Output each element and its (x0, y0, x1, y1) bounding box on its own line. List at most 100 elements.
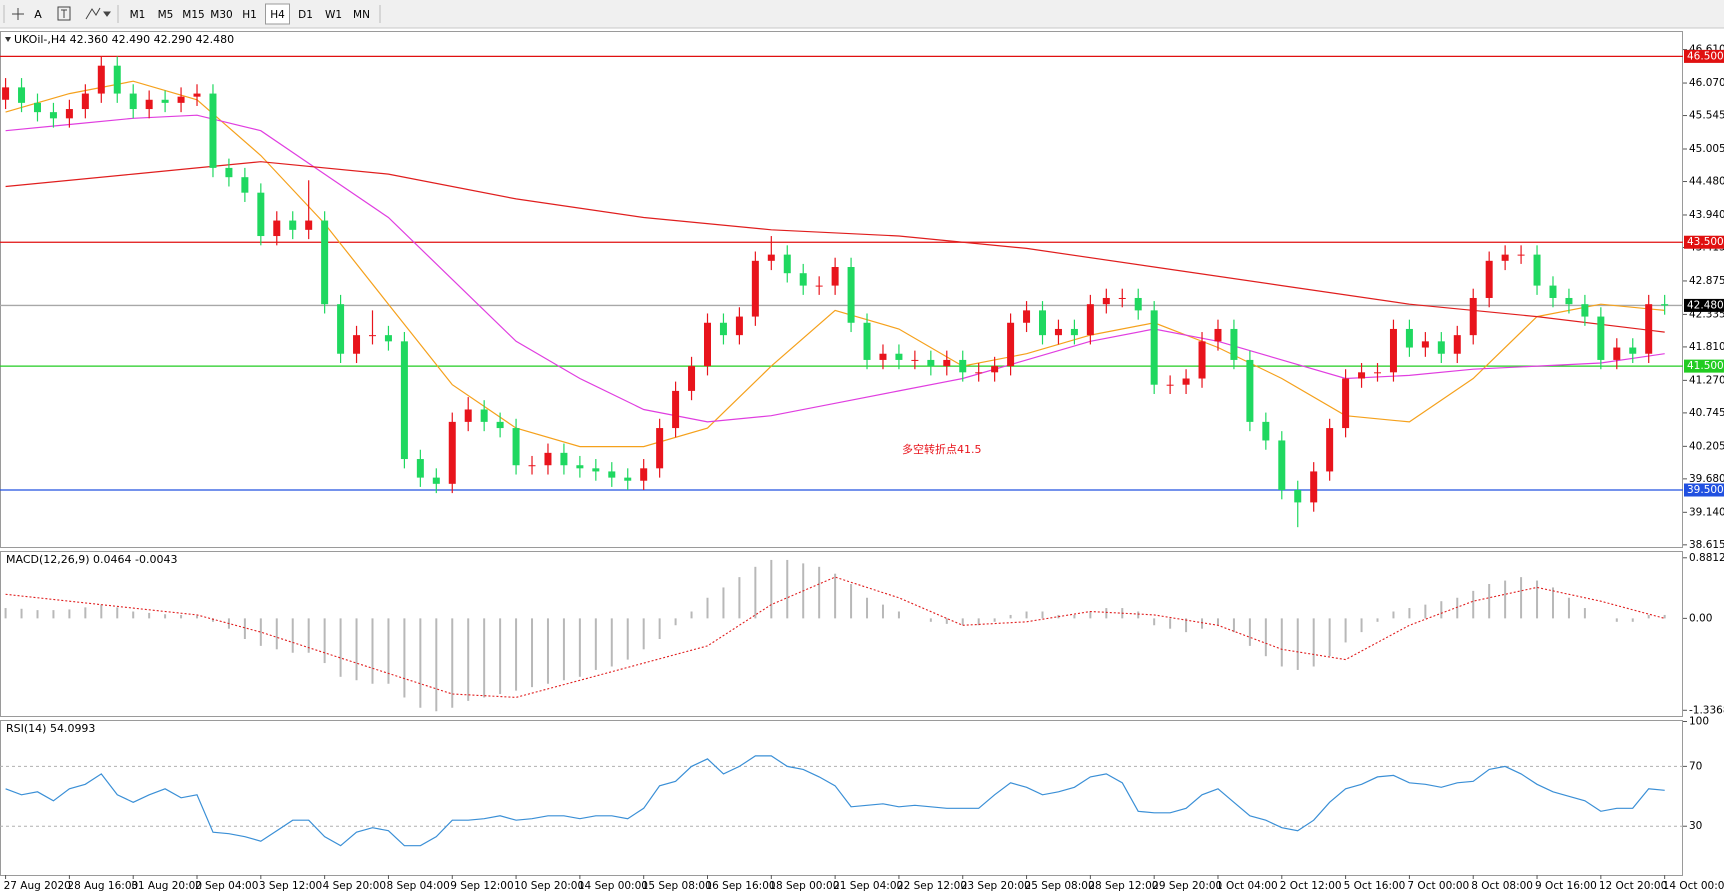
candle-body (1230, 328, 1238, 360)
level-label-box (1684, 298, 1724, 312)
level-label: 41.500 (1687, 360, 1724, 372)
candle-body (321, 220, 329, 305)
candle-body (1358, 372, 1366, 379)
candle-body (895, 353, 903, 360)
candle-body (241, 177, 249, 193)
candle-body (209, 93, 217, 168)
x-tick-label: 2 Oct 12:00 (1280, 880, 1342, 892)
active-timeframe[interactable] (265, 3, 290, 25)
candle-body (129, 93, 137, 110)
level-label-box (1684, 235, 1724, 249)
panel-frame (0, 720, 1683, 876)
x-tick-label: 9 Sep 12:00 (450, 880, 513, 892)
y-tick-label: 39.680 (1689, 473, 1724, 485)
candle-body (337, 304, 345, 354)
x-tick-label: 1 Oct 04:00 (1216, 880, 1278, 892)
rsi-line (5, 755, 1665, 847)
text-label-icon[interactable] (57, 6, 71, 21)
y-tick-label: 43.940 (1689, 209, 1724, 221)
candle-body (1214, 328, 1222, 342)
candle-body (688, 366, 696, 391)
level-label: 46.500 (1687, 50, 1724, 62)
candle-body (177, 96, 185, 103)
candle-body (113, 65, 121, 94)
timeframe-button[interactable]: M5 (158, 9, 174, 21)
candle-body (624, 477, 632, 481)
x-tick-label: 8 Sep 04:00 (386, 880, 449, 892)
timeframe-button[interactable]: H1 (242, 9, 257, 21)
objects-icon[interactable] (85, 7, 101, 20)
candle-body (1023, 310, 1031, 323)
x-tick-label: 21 Sep 04:00 (833, 880, 903, 892)
timeframe-button[interactable]: W1 (325, 9, 342, 21)
candle-body (1485, 260, 1493, 298)
dropdown-arrow[interactable] (103, 11, 111, 17)
x-tick-label: 28 Sep 12:00 (1088, 880, 1158, 892)
candle-body (1517, 254, 1525, 256)
text-tool[interactable]: A (34, 8, 42, 21)
candle-body (576, 465, 584, 469)
timeframe-button[interactable]: H4 (270, 9, 285, 21)
candle-body (608, 471, 616, 478)
candle-body (496, 421, 504, 429)
panel-frame (0, 31, 1683, 548)
x-tick-label: 5 Oct 16:00 (1344, 880, 1406, 892)
candle-body (1086, 304, 1094, 336)
candle-body (1166, 384, 1174, 386)
timeframe-button[interactable]: MN (353, 9, 370, 21)
y-tick-label: 41.270 (1689, 374, 1724, 386)
candle-body (1198, 341, 1206, 379)
level-label-box (1684, 483, 1724, 497)
candle-body (1645, 304, 1653, 354)
timeframe-button[interactable]: M1 (130, 9, 146, 21)
y-tick-label: 45.545 (1689, 110, 1724, 122)
candle-body (1054, 328, 1062, 336)
candle-body (911, 359, 919, 361)
candle-body (1549, 285, 1557, 298)
candle-body (464, 409, 472, 422)
candle-body (1581, 304, 1589, 317)
candle-body (400, 341, 408, 460)
candle-body (703, 322, 711, 367)
candle-body (783, 254, 791, 274)
candle-body (33, 102, 41, 113)
panel-title: UKOil-,H4 42.360 42.490 42.290 42.480 (14, 33, 234, 46)
x-tick-label: 18 Sep 00:00 (769, 880, 839, 892)
candle-body (49, 112, 57, 119)
timeframe-button[interactable]: D1 (298, 9, 313, 21)
annotation: 多空转折点41.5 (902, 442, 982, 456)
candle-body (289, 220, 297, 230)
candle-body (847, 267, 855, 323)
candle-body (943, 359, 951, 367)
candle-body (1134, 297, 1142, 311)
moving-average (5, 161, 1665, 333)
candle-body (1310, 471, 1318, 503)
candle-body (1118, 297, 1126, 299)
candle-body (1007, 322, 1015, 367)
timeframe-button[interactable]: M30 (210, 9, 232, 21)
x-tick-label: 8 Oct 08:00 (1471, 880, 1533, 892)
candle-body (1389, 328, 1397, 373)
candle-body (863, 322, 871, 360)
candle-body (18, 87, 26, 103)
candle-body (416, 459, 424, 478)
candle-body (656, 428, 664, 469)
candle-body (879, 353, 887, 360)
candle-body (1278, 440, 1286, 491)
symbol-icon (5, 37, 11, 42)
panel-frame (0, 551, 1683, 717)
candle-body (305, 220, 313, 230)
candle-body (1453, 335, 1461, 354)
x-tick-label: 4 Sep 20:00 (323, 880, 386, 892)
macd-signal-line (5, 576, 1665, 698)
x-tick-label: 28 Aug 16:00 (67, 880, 138, 892)
candle-body (815, 285, 823, 287)
level-label-box (1684, 49, 1724, 63)
candle-body (81, 93, 89, 110)
candle-body (991, 366, 999, 373)
candle-body (1613, 347, 1621, 360)
timeframe-button[interactable]: M15 (182, 9, 204, 21)
x-tick-label: 27 Aug 2020 (4, 880, 71, 892)
x-tick-label: 16 Sep 16:00 (705, 880, 775, 892)
